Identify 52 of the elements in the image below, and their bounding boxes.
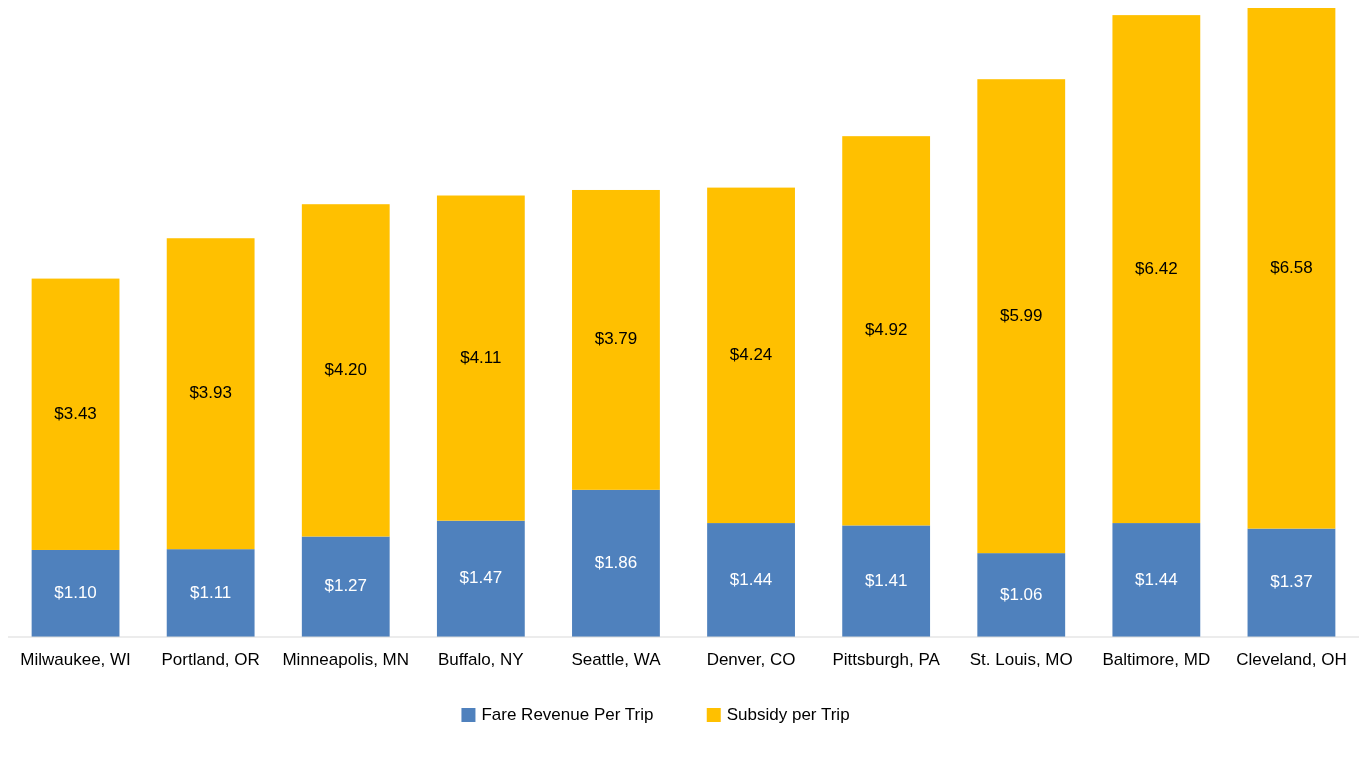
data-label: $4.24 — [729, 344, 773, 364]
bar — [166, 238, 255, 550]
bar — [842, 136, 931, 526]
data-label: $3.93 — [189, 383, 232, 403]
x-tick-label: Minneapolis, MN — [282, 650, 410, 669]
bar — [707, 187, 795, 524]
x-tick-label: St. Louis, MO — [969, 650, 1073, 669]
bar — [977, 79, 1066, 554]
bar — [977, 553, 1066, 637]
x-tick-label: Baltimore, MD — [1102, 650, 1211, 669]
bar — [572, 189, 660, 490]
data-label: $1.44 — [729, 569, 773, 589]
data-label: $1.06 — [999, 584, 1043, 604]
bar — [572, 489, 660, 637]
bar — [1247, 528, 1336, 637]
data-label: $1.44 — [1135, 569, 1178, 589]
bar — [436, 520, 525, 637]
bar — [1112, 15, 1201, 524]
bar — [1112, 523, 1201, 637]
data-label: $1.11 — [190, 582, 232, 602]
x-tick-label: Buffalo, NY — [438, 650, 524, 669]
bar — [31, 549, 120, 637]
data-label: $1.86 — [594, 552, 638, 572]
data-label: $3.79 — [594, 329, 638, 349]
bar — [1247, 8, 1336, 529]
x-tick-label: Cleveland, OH — [1236, 650, 1347, 669]
data-label: $4.11 — [460, 347, 502, 367]
data-label: $5.99 — [999, 305, 1043, 325]
data-label: $1.41 — [864, 570, 908, 590]
data-label: $6.42 — [1135, 258, 1178, 278]
data-label: $1.10 — [54, 582, 97, 602]
data-label: $1.37 — [1270, 572, 1313, 592]
data-label: $6.58 — [1270, 257, 1313, 277]
x-tick-label: Milwaukee, WI — [20, 650, 131, 669]
bar — [301, 204, 390, 537]
bar — [31, 278, 120, 550]
data-label: $4.20 — [324, 359, 368, 379]
x-tick-label: Denver, CO — [706, 650, 796, 669]
bar — [301, 536, 390, 637]
x-tick-label: Portland, OR — [161, 650, 260, 669]
data-label: $4.92 — [864, 320, 908, 340]
data-label: $1.47 — [459, 568, 503, 588]
legend-label: Subsidy per Trip — [726, 705, 850, 725]
bar — [436, 195, 525, 521]
bar — [707, 523, 795, 637]
data-label: $1.27 — [324, 576, 368, 596]
bar — [842, 525, 931, 637]
x-tick-label: Seattle, WA — [571, 650, 662, 669]
bar — [166, 549, 255, 637]
data-label: $3.43 — [54, 403, 97, 423]
legend-label: Fare Revenue Per Trip — [481, 705, 654, 725]
x-tick-label: Pittsburgh, PA — [832, 650, 941, 669]
